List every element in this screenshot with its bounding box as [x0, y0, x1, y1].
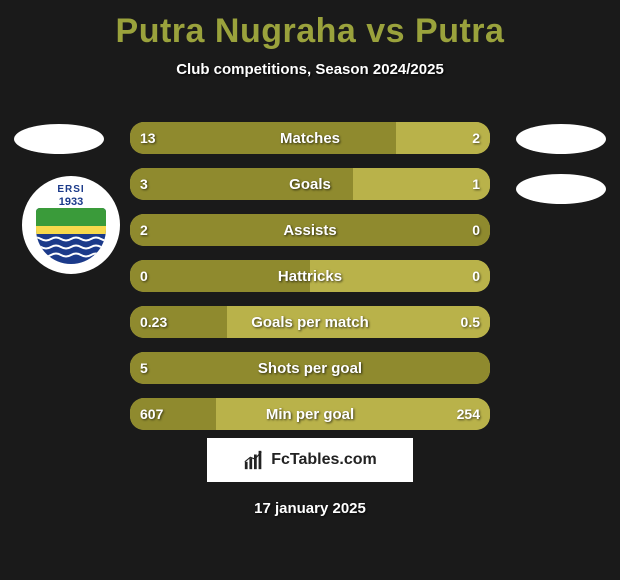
player2-club-placeholder-2 — [516, 174, 606, 204]
date-text: 17 january 2025 — [0, 500, 620, 517]
badge-year: 1933 — [24, 196, 118, 208]
stat-bar-left — [130, 122, 396, 154]
stat-bar-left — [130, 168, 353, 200]
subtitle: Club competitions, Season 2024/2025 — [0, 61, 620, 78]
stat-row: 5Shots per goal — [130, 352, 490, 384]
stat-value-right: 0 — [462, 260, 490, 292]
club-badge-inner: ERSI 1933 — [24, 178, 118, 272]
stat-bar-left — [130, 214, 490, 246]
stat-value-right — [470, 352, 490, 384]
stat-value-right: 0.5 — [451, 306, 490, 338]
stat-value-right: 1 — [462, 168, 490, 200]
badge-top-text: ERSI — [24, 184, 118, 195]
player2-name: Putra — [415, 12, 504, 50]
stat-value-right: 2 — [462, 122, 490, 154]
bar-chart-icon — [243, 449, 265, 471]
player1-club-placeholder — [14, 124, 104, 154]
badge-green-band — [36, 208, 106, 226]
stat-row: 0.230.5Goals per match — [130, 306, 490, 338]
player2-club-placeholder-1 — [516, 124, 606, 154]
stat-row: 132Matches — [130, 122, 490, 154]
wave-line — [36, 252, 106, 258]
stat-value-right: 0 — [462, 214, 490, 246]
stat-value-left: 0.23 — [130, 306, 177, 338]
brand-label: FcTables.com — [271, 451, 377, 469]
stat-row: 31Goals — [130, 168, 490, 200]
stat-value-left: 2 — [130, 214, 158, 246]
wave-line — [36, 236, 106, 242]
stat-value-left: 607 — [130, 398, 173, 430]
stat-value-left: 0 — [130, 260, 158, 292]
vs-text: vs — [366, 12, 405, 50]
badge-shield — [36, 208, 106, 264]
badge-yellow-band — [36, 226, 106, 234]
page-title: Putra Nugraha vs Putra — [0, 0, 620, 51]
wave-line — [36, 244, 106, 250]
stat-row: 607254Min per goal — [130, 398, 490, 430]
stats-container: 132Matches31Goals20Assists00Hattricks0.2… — [130, 122, 490, 444]
stat-value-left: 13 — [130, 122, 166, 154]
brand-attribution[interactable]: FcTables.com — [207, 438, 413, 482]
club-badge: ERSI 1933 — [22, 176, 120, 274]
stat-row: 00Hattricks — [130, 260, 490, 292]
stat-value-left: 3 — [130, 168, 158, 200]
stat-value-right: 254 — [447, 398, 490, 430]
stat-value-left: 5 — [130, 352, 158, 384]
stat-row: 20Assists — [130, 214, 490, 246]
player1-name: Putra Nugraha — [116, 12, 357, 50]
badge-waves — [36, 234, 106, 264]
stat-bar-left — [130, 352, 490, 384]
